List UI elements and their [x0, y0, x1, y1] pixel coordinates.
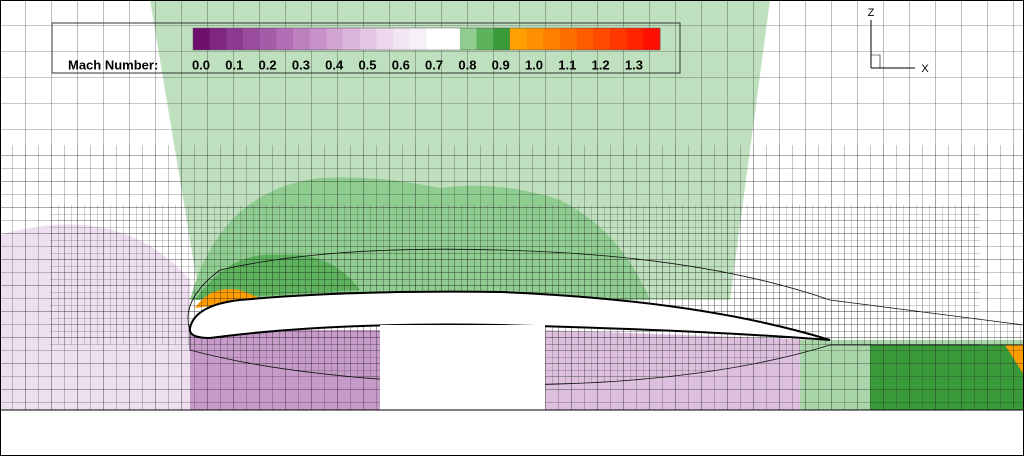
color-swatch — [609, 28, 627, 50]
legend-tick-label: 0.1 — [225, 57, 243, 72]
color-swatch — [626, 28, 644, 50]
color-swatch — [526, 28, 544, 50]
color-swatch — [243, 28, 261, 50]
color-swatch — [493, 28, 511, 50]
legend-tick-label: 0.3 — [292, 57, 310, 72]
color-swatch — [393, 28, 411, 50]
colorbar-frame — [192, 27, 661, 51]
color-swatch — [476, 28, 494, 50]
legend-tick-label: 1.2 — [592, 57, 610, 72]
legend-tick-label: 0.9 — [492, 57, 510, 72]
color-swatch — [576, 28, 594, 50]
color-swatch — [343, 28, 361, 50]
color-swatch — [459, 28, 477, 50]
legend-tick-label: 1.1 — [558, 57, 576, 72]
z-label: Z — [868, 7, 875, 19]
axis-triad: Z X — [868, 7, 930, 75]
color-swatch — [193, 28, 210, 50]
color-swatch — [543, 28, 561, 50]
color-swatch — [293, 28, 311, 50]
color-swatch — [559, 28, 577, 50]
color-swatch — [276, 28, 294, 50]
legend-tick-label: 0.2 — [259, 57, 277, 72]
color-swatch — [593, 28, 611, 50]
legend-tick-label: 1.0 — [525, 57, 543, 72]
legend-tick-label: 0.5 — [358, 57, 376, 72]
legend-tick-label: 0.4 — [325, 57, 344, 72]
legend-tick-label: 0.0 — [192, 57, 210, 72]
color-swatch — [376, 28, 394, 50]
color-swatch — [326, 28, 344, 50]
legend-tick-label: 0.7 — [425, 57, 443, 72]
color-swatch — [309, 28, 327, 50]
x-label: X — [921, 63, 929, 75]
color-swatch — [643, 28, 661, 50]
color-swatch — [226, 28, 244, 50]
color-swatch — [443, 28, 461, 50]
legend-tick-label: 0.6 — [392, 57, 410, 72]
color-swatch — [359, 28, 377, 50]
legend-title: Mach Number: — [68, 57, 158, 72]
legend-tick-label: 0.8 — [458, 57, 476, 72]
color-swatch — [426, 28, 444, 50]
colorbar-legend: Mach Number: 0.0 0.1 0.2 0.3 0.4 0.5 0.6 0.7 0.8… — [51, 22, 681, 74]
color-swatch — [259, 28, 277, 50]
legend-frame — [51, 22, 681, 74]
color-swatch — [509, 28, 527, 50]
color-swatch — [209, 28, 227, 50]
legend-tick-label: 1.3 — [625, 57, 643, 72]
color-swatch — [409, 28, 427, 50]
